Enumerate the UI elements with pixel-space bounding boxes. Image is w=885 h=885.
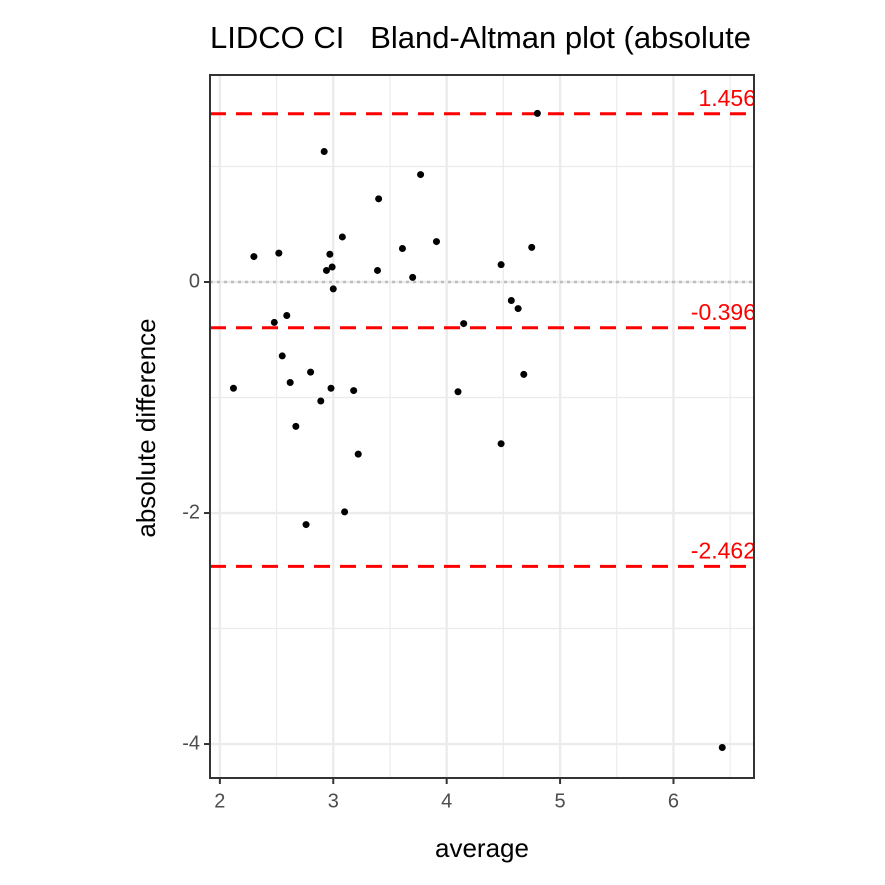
point <box>409 273 417 281</box>
point <box>338 233 346 241</box>
chart-title: LIDCO CI Bland-Altman plot (absolute <box>210 20 751 55</box>
point <box>292 422 300 430</box>
point <box>507 296 515 304</box>
point <box>327 384 335 392</box>
y-tick-label: 0 <box>189 270 200 292</box>
point <box>417 171 425 179</box>
point <box>432 238 440 246</box>
point <box>317 397 325 405</box>
point <box>354 450 362 458</box>
point <box>341 508 349 516</box>
point <box>307 368 315 376</box>
x-tick-label: 5 <box>555 790 566 812</box>
point <box>454 388 462 396</box>
point <box>328 263 336 271</box>
y-tick-label: -2 <box>182 501 200 523</box>
point <box>373 266 381 274</box>
point <box>329 285 337 293</box>
point <box>528 243 536 251</box>
plot-border <box>209 74 755 779</box>
x-tick-label: 2 <box>214 790 225 812</box>
limit-label: 1.456 <box>698 85 756 111</box>
point <box>275 249 283 257</box>
point <box>514 305 522 313</box>
point <box>375 195 383 203</box>
y-axis-title: absolute difference <box>131 318 161 537</box>
point <box>320 147 328 155</box>
point <box>302 521 310 529</box>
point <box>497 440 505 448</box>
point <box>398 244 406 252</box>
point <box>278 352 286 360</box>
x-tick-label: 6 <box>668 790 679 812</box>
point <box>718 744 726 752</box>
limit-label: -0.396 <box>691 299 756 325</box>
x-axis-title: average <box>435 833 529 863</box>
point <box>520 370 528 378</box>
point <box>270 318 278 326</box>
point <box>322 266 330 274</box>
point <box>497 261 505 269</box>
limit-label: -2.462 <box>691 537 756 563</box>
point <box>229 384 237 392</box>
point <box>533 109 541 117</box>
point <box>286 378 294 386</box>
point <box>326 250 334 258</box>
x-tick-label: 4 <box>441 790 452 812</box>
point <box>460 320 468 328</box>
x-tick-label: 3 <box>328 790 339 812</box>
y-tick-label: -4 <box>182 732 200 754</box>
point <box>283 311 291 319</box>
point <box>250 253 258 261</box>
point <box>350 387 358 395</box>
